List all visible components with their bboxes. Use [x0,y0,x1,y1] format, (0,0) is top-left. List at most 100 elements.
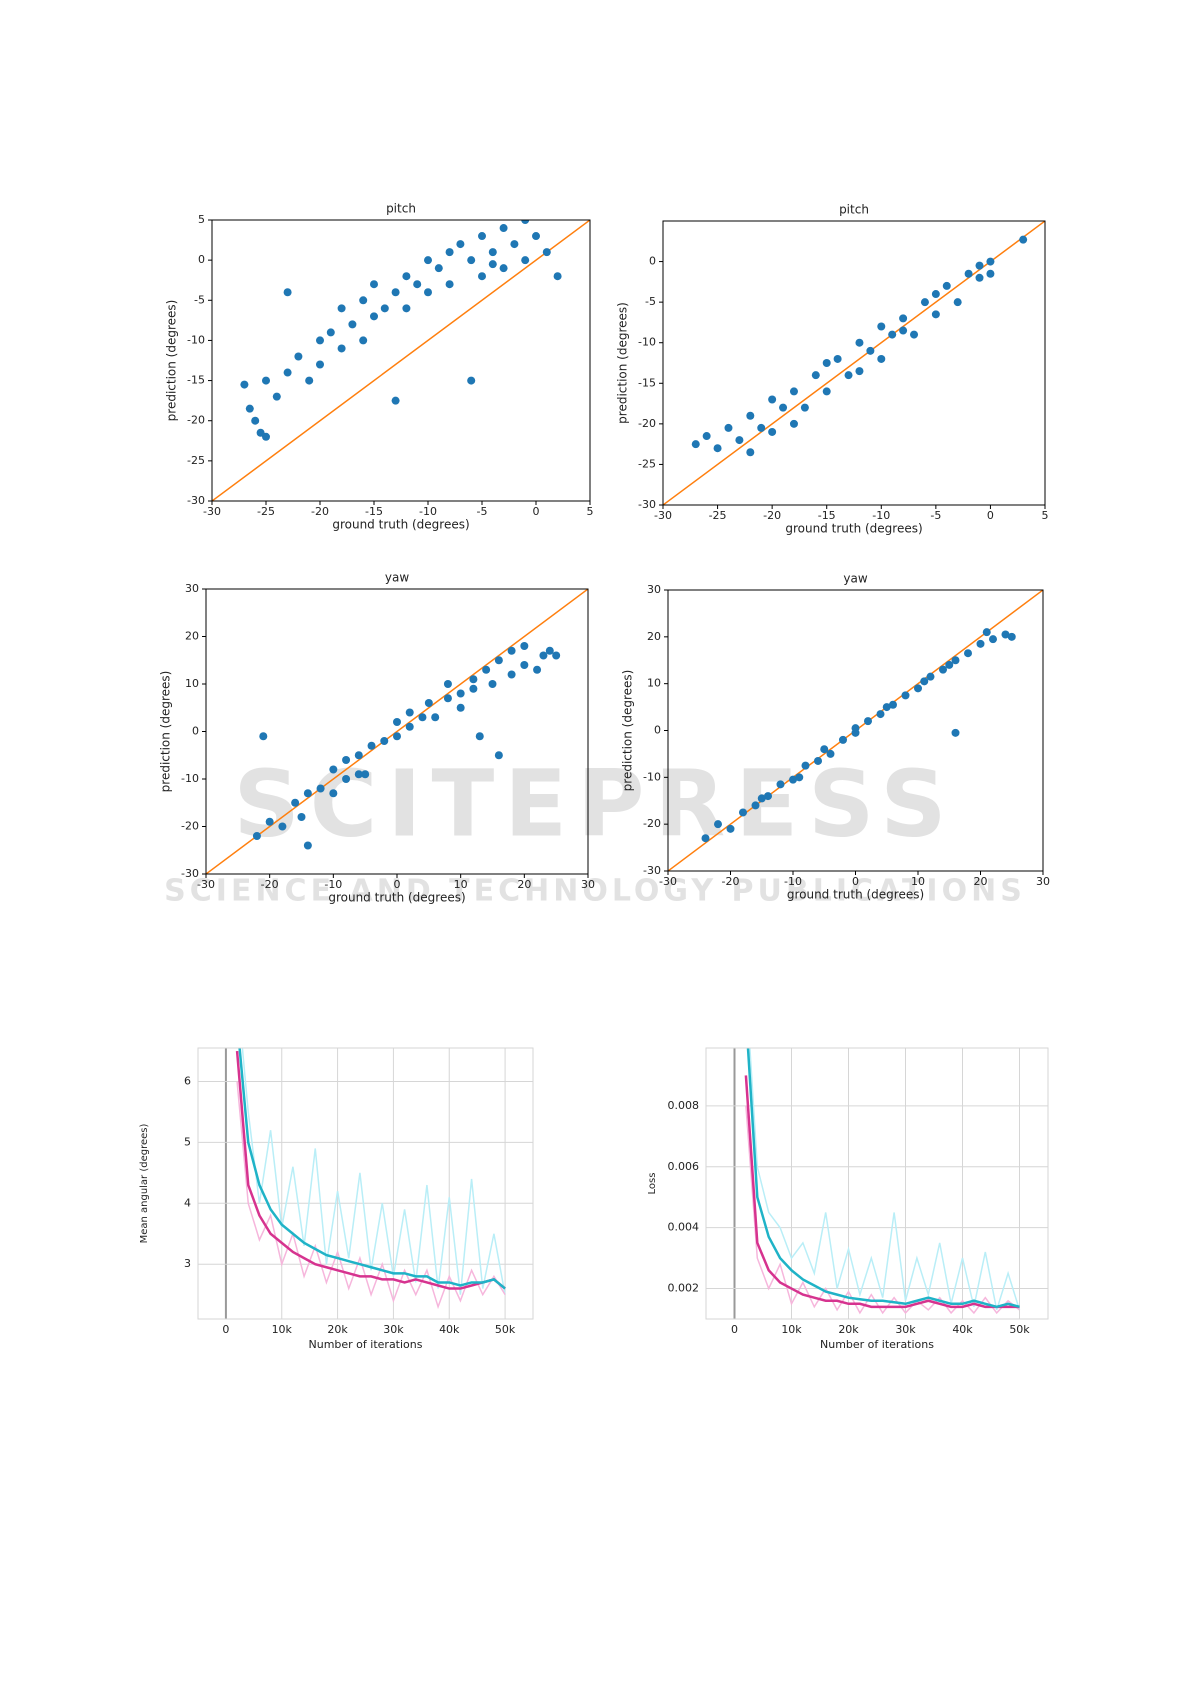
y-tick-label: 5 [184,1135,191,1148]
y-tick-label: -30 [643,864,661,877]
scatter-point [945,660,954,669]
scatter-point [964,649,972,658]
scatter-point [951,656,960,665]
scatter-point [735,436,744,445]
x-axis-label: ground truth (degrees) [787,888,924,902]
scatter-point [393,718,401,726]
scatter-point [443,680,452,688]
scatter-point [691,440,700,449]
scatter-point [931,310,940,319]
scatter-point [494,751,503,760]
scatter-point [724,423,733,432]
scatter-point [359,336,368,345]
scatter-point [532,232,540,241]
y-tick-label: 3 [184,1257,191,1270]
scatter-point [413,280,422,289]
series-line [238,1048,506,1290]
scatter-point [864,717,872,726]
scatter-point [445,280,454,289]
scatter-point [380,737,389,745]
scatter-point [520,661,529,669]
x-tick-label: 0 [222,1323,229,1336]
scatter-point [262,376,270,385]
plot-area [206,589,588,874]
chart-title: yaw [843,572,867,586]
scatter-point [434,264,443,273]
chart: yaw ground truth (degrees) prediction (deg… [621,572,1051,902]
scatter-point [469,684,478,693]
scatter-point [899,326,908,335]
scatter-point [822,387,831,396]
scatter-point [713,444,722,453]
x-tick-label: 0 [987,509,994,522]
scatter-point [866,346,875,355]
x-tick-label: 50k [495,1323,516,1336]
scatter-point [445,248,454,257]
x-axis-label: ground truth (degrees) [328,891,465,905]
x-tick-label: 30k [383,1323,404,1336]
scatter-point [739,808,747,817]
plot-area [235,1048,506,1310]
scatter-point [768,427,777,436]
scatter-point [402,272,411,281]
x-tick-label: -20 [311,505,329,518]
scatter-point [877,354,886,363]
scatter-point [851,724,860,733]
scatter-point [391,288,400,297]
scatter-point [914,684,922,693]
chart-title: pitch [839,203,869,217]
scatter-point [833,354,842,363]
y-tick-label: -15 [638,376,656,389]
scatter-point [475,732,484,741]
scatter-point [402,304,411,313]
scatter-point [391,396,400,405]
x-tick-label: 50k [1009,1323,1030,1336]
scatter-point [488,248,497,257]
x-tick-label: -30 [197,878,215,891]
scatter-point [520,642,529,650]
scatter-point [552,651,561,660]
scatter-point [262,432,270,441]
scatter-point [844,371,853,380]
y-tick-label: 6 [184,1074,191,1087]
scatter-point [982,628,991,637]
scatter-point [521,256,530,265]
scatter-point [714,820,722,829]
scatter-point [986,269,995,278]
y-tick-label: 20 [185,630,199,643]
scatter-point [702,432,711,441]
scatter-point [757,423,766,432]
scatter-point [931,290,940,299]
scatter-point [405,722,414,731]
scatter-point [910,330,919,339]
y-tick-label: -20 [643,817,661,830]
scatter-point [701,834,710,843]
x-axis-label: ground truth (degrees) [332,518,469,532]
scatter-point [855,367,864,376]
scatter-point [252,832,261,840]
scatter-point [521,220,530,224]
scatter-point [801,761,810,770]
y-tick-label: -30 [638,498,656,511]
scatter-point [380,304,389,313]
y-tick-label: 10 [647,677,661,690]
x-tick-label: -30 [659,875,677,888]
plot-area [663,221,1045,505]
scatter-point [901,691,910,700]
x-tick-label: -5 [930,509,941,522]
x-tick-label: 30 [581,878,595,891]
series-line [744,1075,1020,1309]
scatter-point [370,280,378,289]
x-tick-label: 40k [439,1323,460,1336]
scatter-point [899,314,908,323]
scatter-point [329,765,338,774]
scatter-point [305,376,314,385]
scatter-point [393,732,401,741]
scatter-point [1019,235,1028,244]
plot-frame [197,1047,534,1320]
scatter-point [456,689,465,698]
scatter-point [976,639,985,648]
y-tick-label: -20 [638,417,656,430]
x-tick-label: 0 [533,505,540,518]
